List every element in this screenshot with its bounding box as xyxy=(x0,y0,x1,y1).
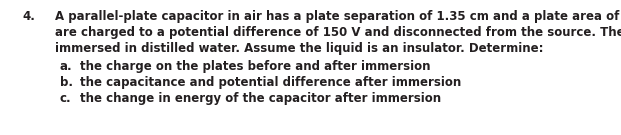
Text: immersed in distilled water. Assume the liquid is an insulator. Determine:: immersed in distilled water. Assume the … xyxy=(55,42,543,55)
Text: the capacitance and potential difference after immersion: the capacitance and potential difference… xyxy=(80,76,461,89)
Text: c.: c. xyxy=(60,92,71,105)
Text: 4.: 4. xyxy=(22,10,35,23)
Text: A parallel-plate capacitor in air has a plate separation of 1.35 cm and a plate : A parallel-plate capacitor in air has a … xyxy=(55,10,621,23)
Text: are charged to a potential difference of 150 V and disconnected from the source.: are charged to a potential difference of… xyxy=(55,26,621,39)
Text: the change in energy of the capacitor after immersion: the change in energy of the capacitor af… xyxy=(80,92,441,105)
Text: the charge on the plates before and after immersion: the charge on the plates before and afte… xyxy=(80,60,430,73)
Text: b.: b. xyxy=(60,76,73,89)
Text: a.: a. xyxy=(60,60,73,73)
